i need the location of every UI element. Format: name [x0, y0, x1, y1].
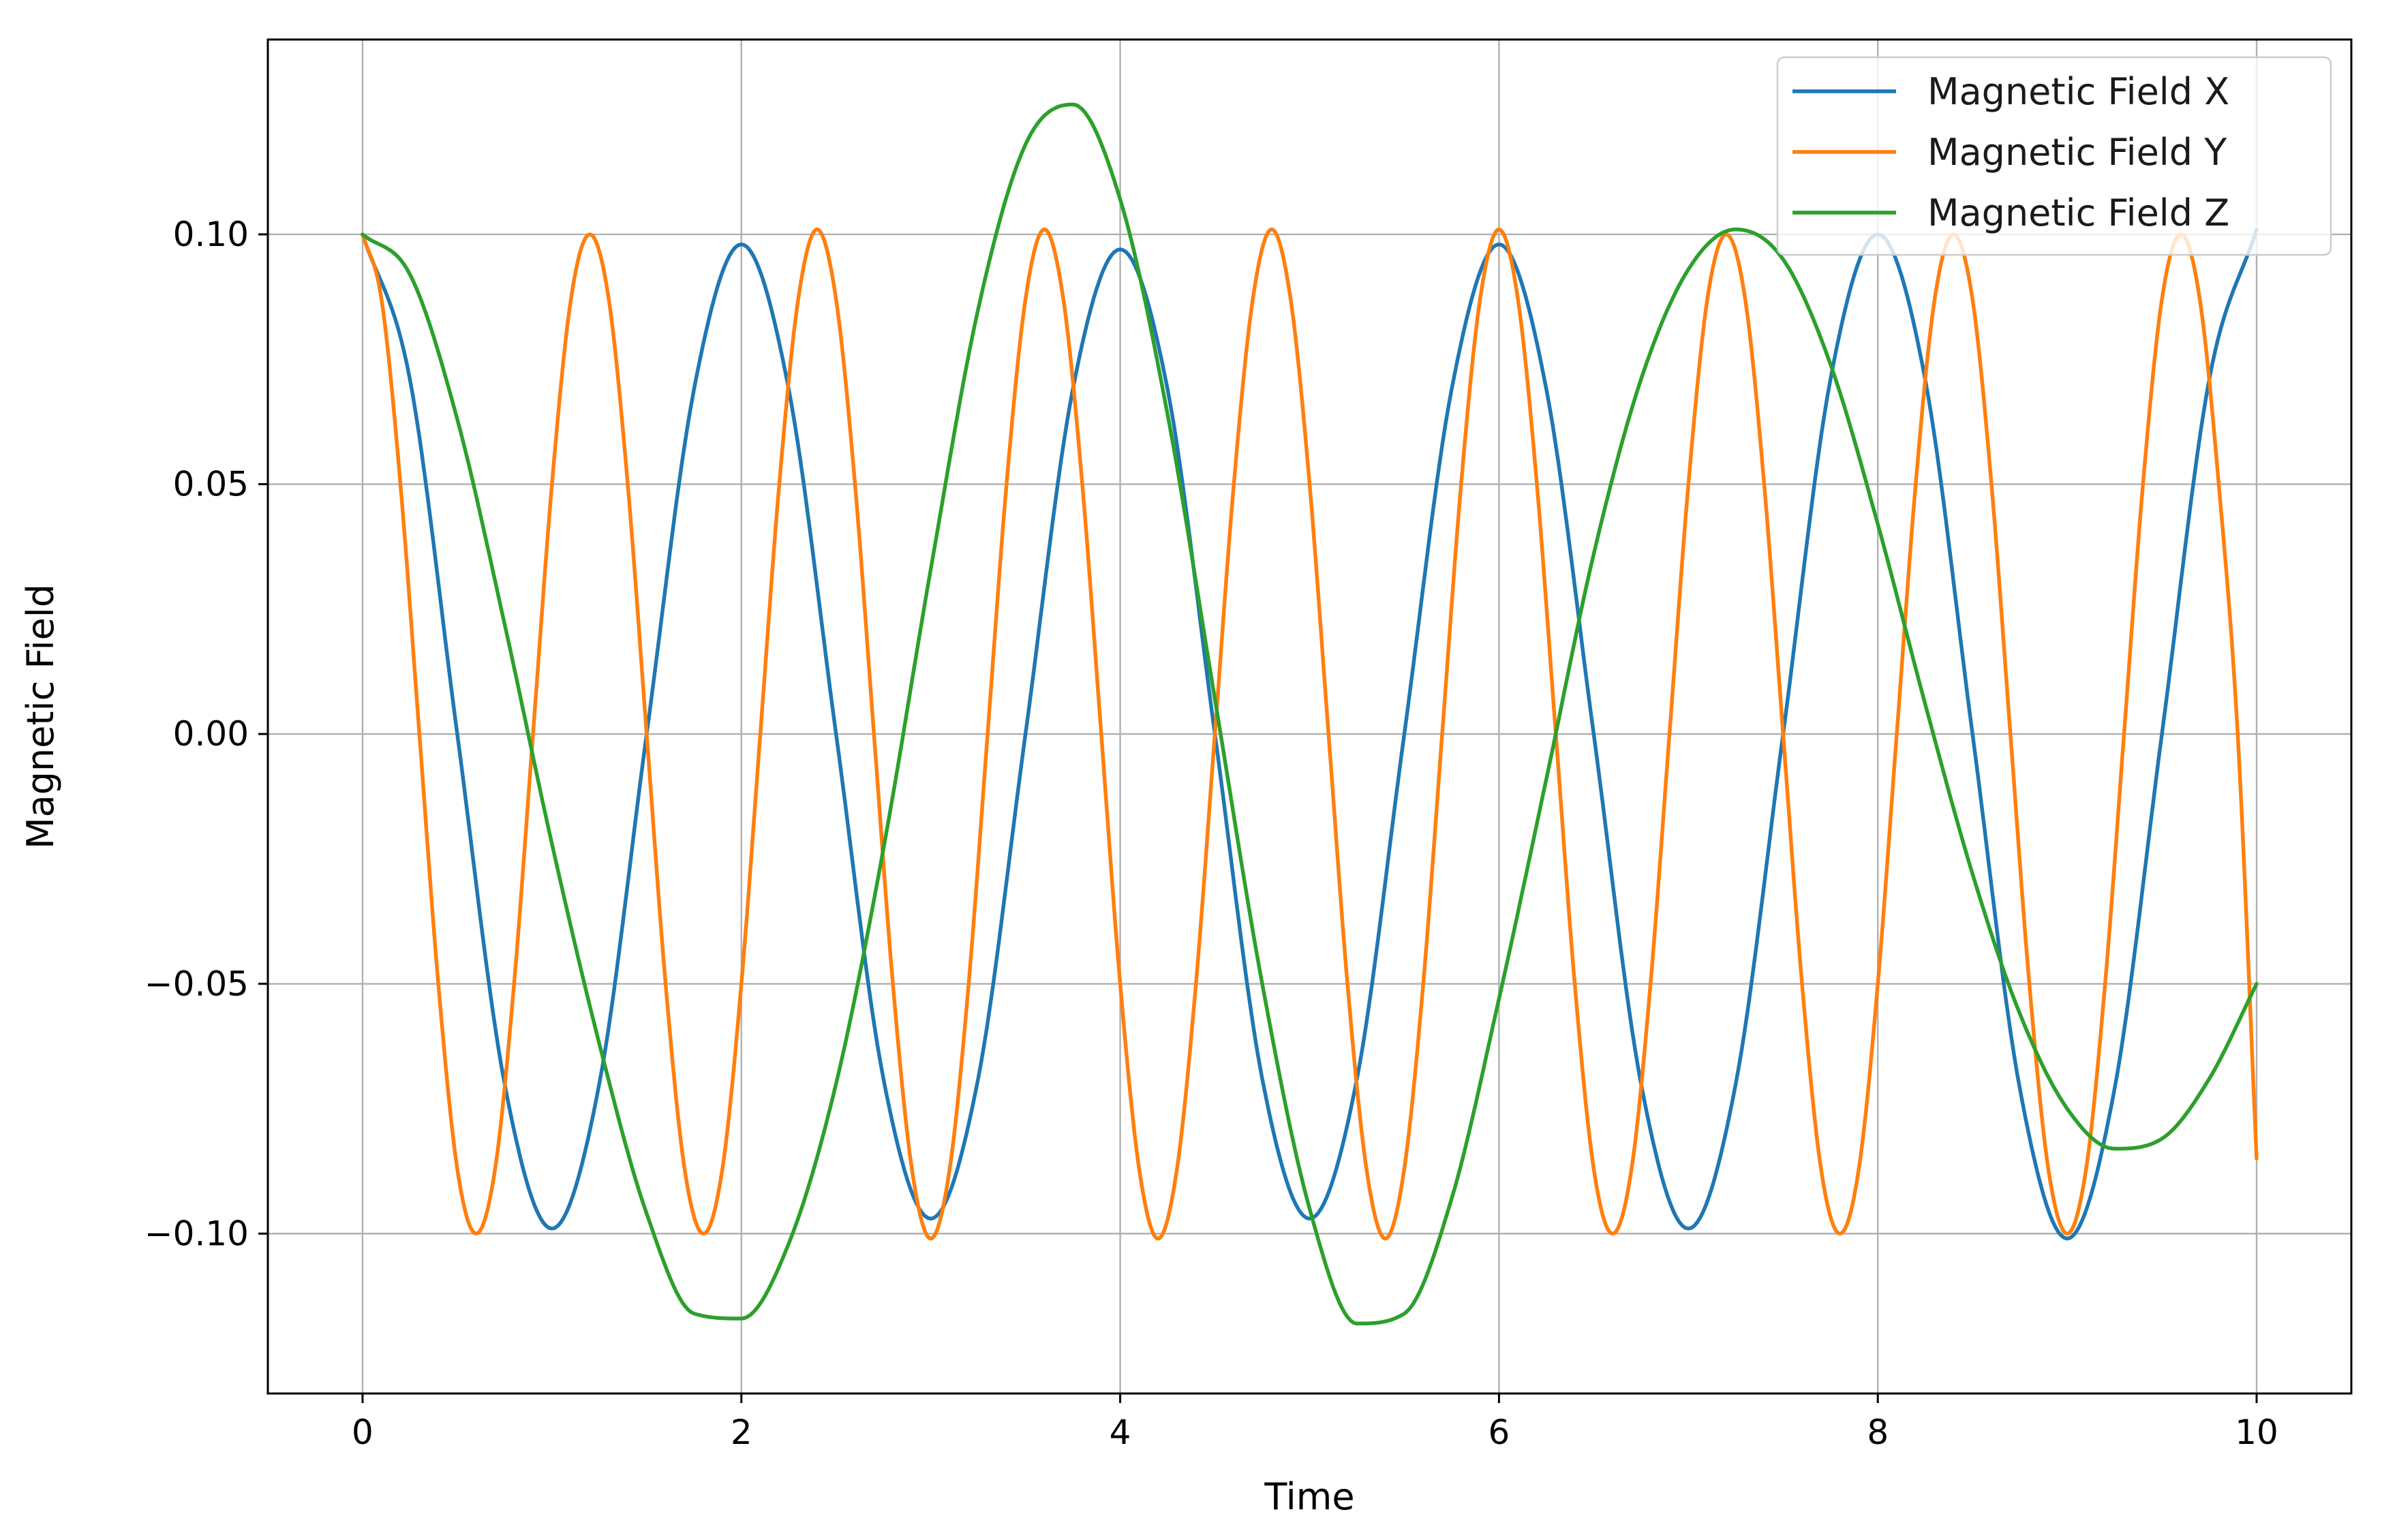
y-tick-label: −0.05 [144, 964, 249, 1004]
x-tick-label: 8 [1867, 1413, 1889, 1452]
y-tick-label: −0.10 [144, 1214, 249, 1253]
axis-ticks: 0 2 4 6 8 10 0.10 0.05 0.00 −0.05 −0.10 [144, 215, 2278, 1452]
legend-label: Magnetic Field X [1927, 70, 2229, 113]
legend-label: Magnetic Field Z [1927, 191, 2229, 234]
magnetic-field-x-line [361, 227, 2259, 1241]
x-tick-label: 2 [731, 1413, 752, 1452]
x-tick-label: 6 [1488, 1413, 1510, 1452]
legend-box [1776, 56, 2332, 256]
x-tick-label: 0 [352, 1413, 373, 1452]
legend: Magnetic Field X Magnetic Field Y Magnetic… [1776, 56, 2332, 256]
magnetic-field-y-line [361, 227, 2259, 1241]
magnetic-field-z-line [361, 102, 2259, 1326]
y-axis-label: Magnetic Field [19, 584, 62, 849]
series-lines [361, 102, 2259, 1326]
y-tick-label: 0.00 [173, 714, 249, 754]
y-tick-label: 0.05 [173, 465, 249, 504]
y-tick-label: 0.10 [173, 215, 249, 254]
x-tick-label: 10 [2235, 1413, 2278, 1452]
legend-label: Magnetic Field Y [1927, 131, 2227, 174]
x-axis-label: Time [1264, 1475, 1354, 1518]
x-tick-label: 4 [1110, 1413, 1131, 1452]
plot-frame [266, 38, 2353, 1395]
